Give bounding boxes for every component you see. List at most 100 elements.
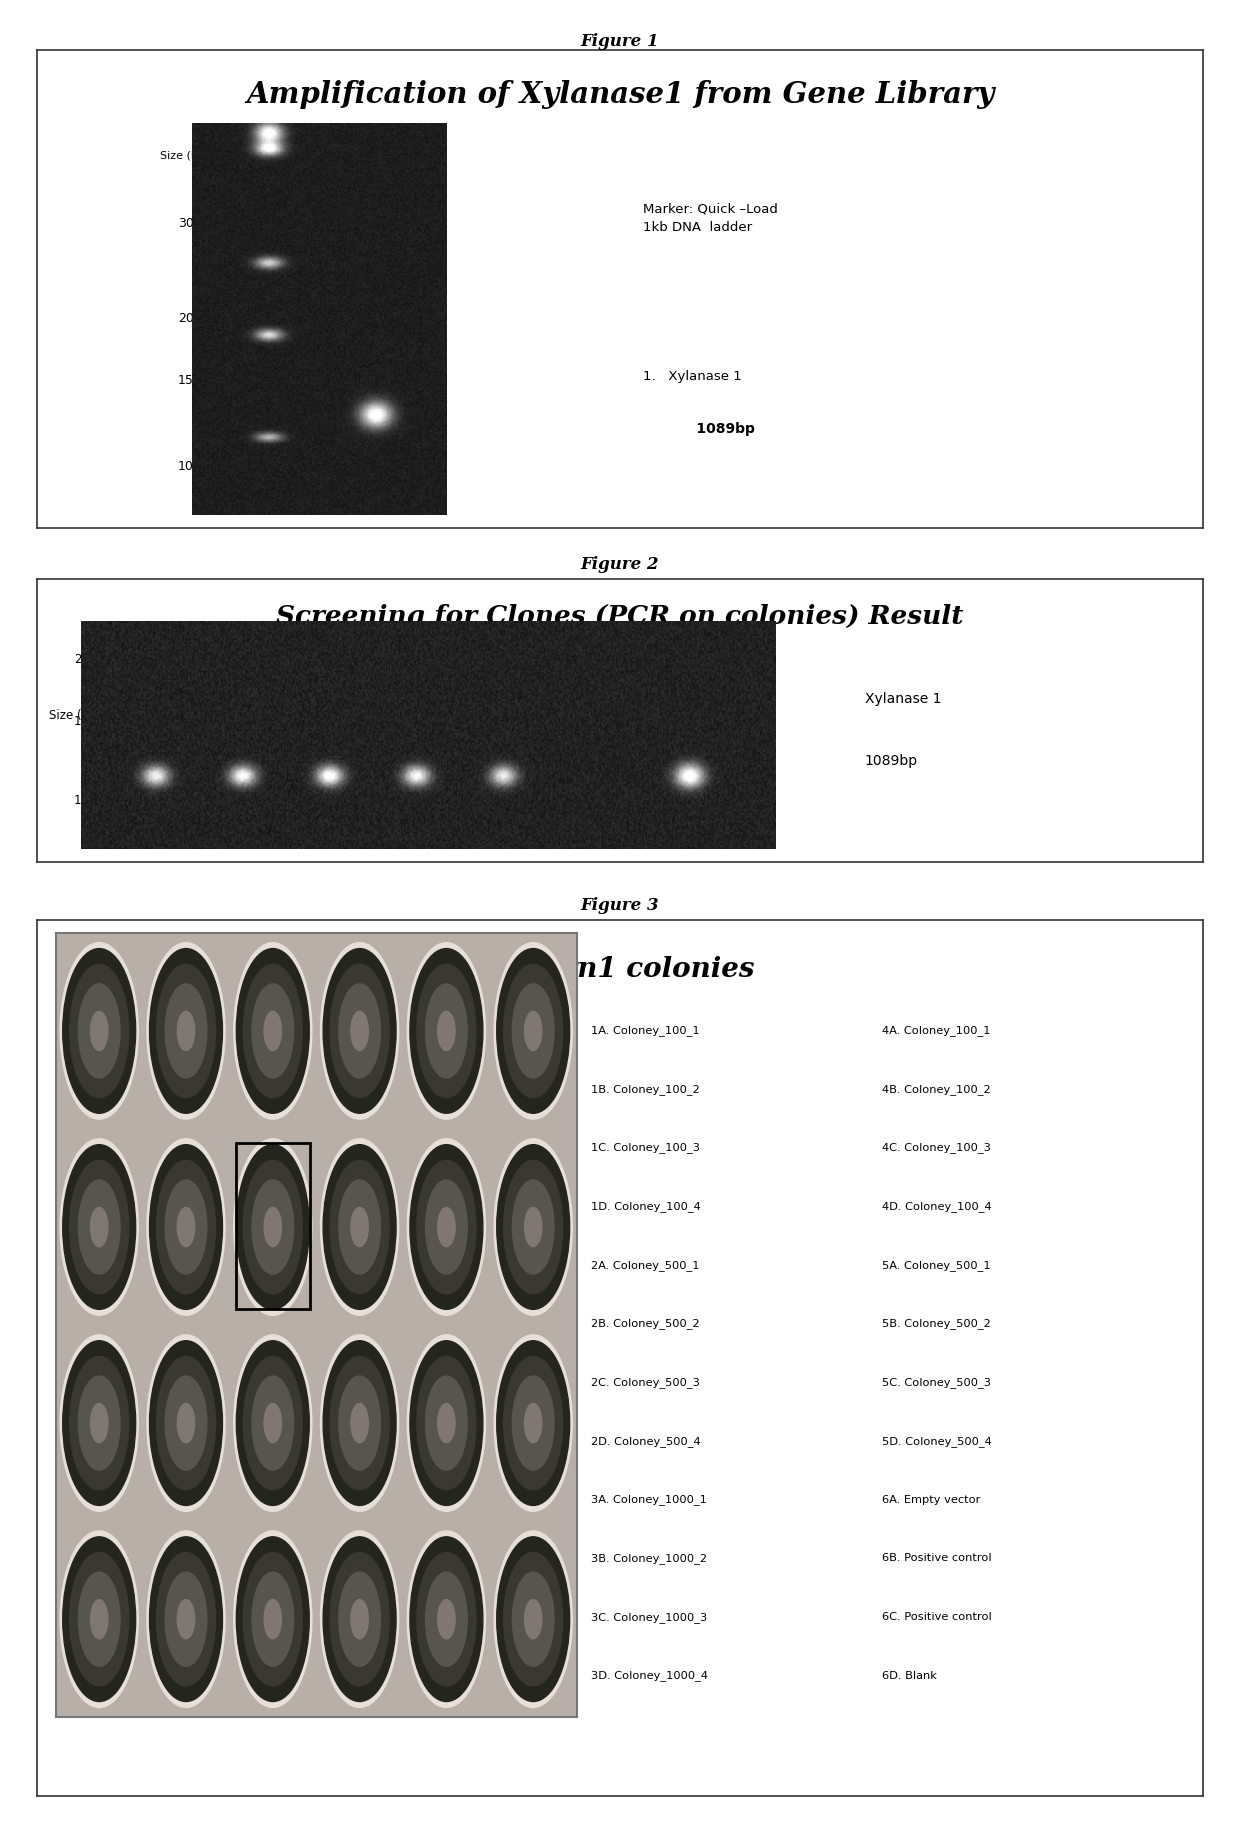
Circle shape [177,1601,195,1639]
Circle shape [407,942,485,1119]
Circle shape [91,1404,108,1444]
Text: 6C. Positive control: 6C. Positive control [883,1612,992,1621]
Text: 4D. Coloney_100_4: 4D. Coloney_100_4 [883,1200,992,1210]
Circle shape [324,1145,396,1309]
Circle shape [351,1012,368,1050]
Text: 6B. Positive control: 6B. Positive control [883,1553,992,1562]
Circle shape [264,1404,281,1444]
Text: 2000: 2000 [177,312,210,324]
Circle shape [512,1571,554,1666]
Circle shape [351,1404,368,1444]
Circle shape [237,950,309,1114]
Text: 1000: 1000 [177,459,210,474]
Circle shape [78,1179,120,1274]
Circle shape [320,942,398,1119]
Circle shape [91,1601,108,1639]
Text: 3: 3 [286,1004,296,1021]
Circle shape [417,1356,476,1489]
Circle shape [69,1161,129,1294]
Text: 5C. Coloney_500_3: 5C. Coloney_500_3 [883,1376,991,1387]
Text: 1089bp: 1089bp [672,421,755,436]
Circle shape [165,984,207,1079]
Circle shape [233,942,311,1119]
Circle shape [252,1179,294,1274]
Text: 1089bp: 1089bp [864,753,918,767]
Text: C: C [76,1433,87,1449]
Circle shape [410,1145,482,1309]
Circle shape [494,942,572,1119]
Text: B: B [76,1263,87,1278]
Circle shape [78,984,120,1079]
Circle shape [78,1571,120,1666]
Circle shape [146,1531,226,1708]
Circle shape [339,1179,381,1274]
Text: 6: 6 [512,1004,522,1021]
Circle shape [146,1334,226,1511]
Text: 3A. Coloney_1000_1: 3A. Coloney_1000_1 [591,1493,707,1504]
Circle shape [512,1179,554,1274]
Circle shape [243,1553,303,1686]
Circle shape [425,1571,467,1666]
Circle shape [60,1531,138,1708]
Circle shape [78,1376,120,1471]
Circle shape [525,1209,542,1247]
Circle shape [425,984,467,1079]
Text: 1B. Coloney_100_2: 1B. Coloney_100_2 [591,1083,699,1094]
Circle shape [410,1342,482,1506]
Text: Figure 2: Figure 2 [580,556,660,572]
Text: 2A. Coloney_500_1: 2A. Coloney_500_1 [591,1260,699,1271]
Text: M: M [320,124,332,139]
Text: 1.   Xylanase 1: 1. Xylanase 1 [644,370,742,383]
Text: Figure 3: Figure 3 [580,897,660,913]
Circle shape [525,1601,542,1639]
Circle shape [407,1531,485,1708]
Text: 1500: 1500 [74,715,104,727]
Circle shape [351,1209,368,1247]
Circle shape [503,1553,563,1686]
Circle shape [503,1161,563,1294]
Circle shape [63,1145,135,1309]
Circle shape [330,1161,389,1294]
Circle shape [252,1571,294,1666]
Circle shape [63,1537,135,1701]
Circle shape [339,1376,381,1471]
Circle shape [339,984,381,1079]
Text: 3B. Coloney_1000_2: 3B. Coloney_1000_2 [591,1551,707,1562]
Circle shape [425,1179,467,1274]
Circle shape [156,1161,216,1294]
Circle shape [324,1537,396,1701]
Circle shape [410,1537,482,1701]
Circle shape [60,1334,138,1511]
Circle shape [63,1342,135,1506]
Circle shape [243,1161,303,1294]
Circle shape [243,1356,303,1489]
Circle shape [150,1342,222,1506]
Text: 3D. Coloney_1000_4: 3D. Coloney_1000_4 [591,1670,708,1681]
Circle shape [351,1601,368,1639]
Text: 1A. Coloney_100_1: 1A. Coloney_100_1 [591,1025,699,1035]
Circle shape [60,942,138,1119]
Circle shape [417,1161,476,1294]
Circle shape [165,1179,207,1274]
Text: 1000: 1000 [74,793,104,806]
Circle shape [339,1571,381,1666]
Circle shape [252,984,294,1079]
Bar [237,1143,310,1309]
Circle shape [494,1139,572,1316]
Text: A: A [76,1097,87,1112]
Circle shape [69,964,129,1097]
Text: Amplification of Xylanase1 from Gene Library: Amplification of Xylanase1 from Gene Lib… [246,80,994,109]
Circle shape [264,1601,281,1639]
Circle shape [497,1145,569,1309]
Circle shape [512,984,554,1079]
Text: Size (bp): Size (bp) [160,151,210,160]
Text: 6D. Blank: 6D. Blank [883,1670,937,1681]
Text: 5B. Coloney_500_2: 5B. Coloney_500_2 [883,1318,991,1329]
Text: 4B. Coloney_100_2: 4B. Coloney_100_2 [883,1083,991,1094]
Circle shape [330,1553,389,1686]
Text: Size (bp): Size (bp) [50,709,102,722]
Circle shape [330,1356,389,1489]
Circle shape [503,964,563,1097]
Circle shape [512,1376,554,1471]
Circle shape [425,1376,467,1471]
